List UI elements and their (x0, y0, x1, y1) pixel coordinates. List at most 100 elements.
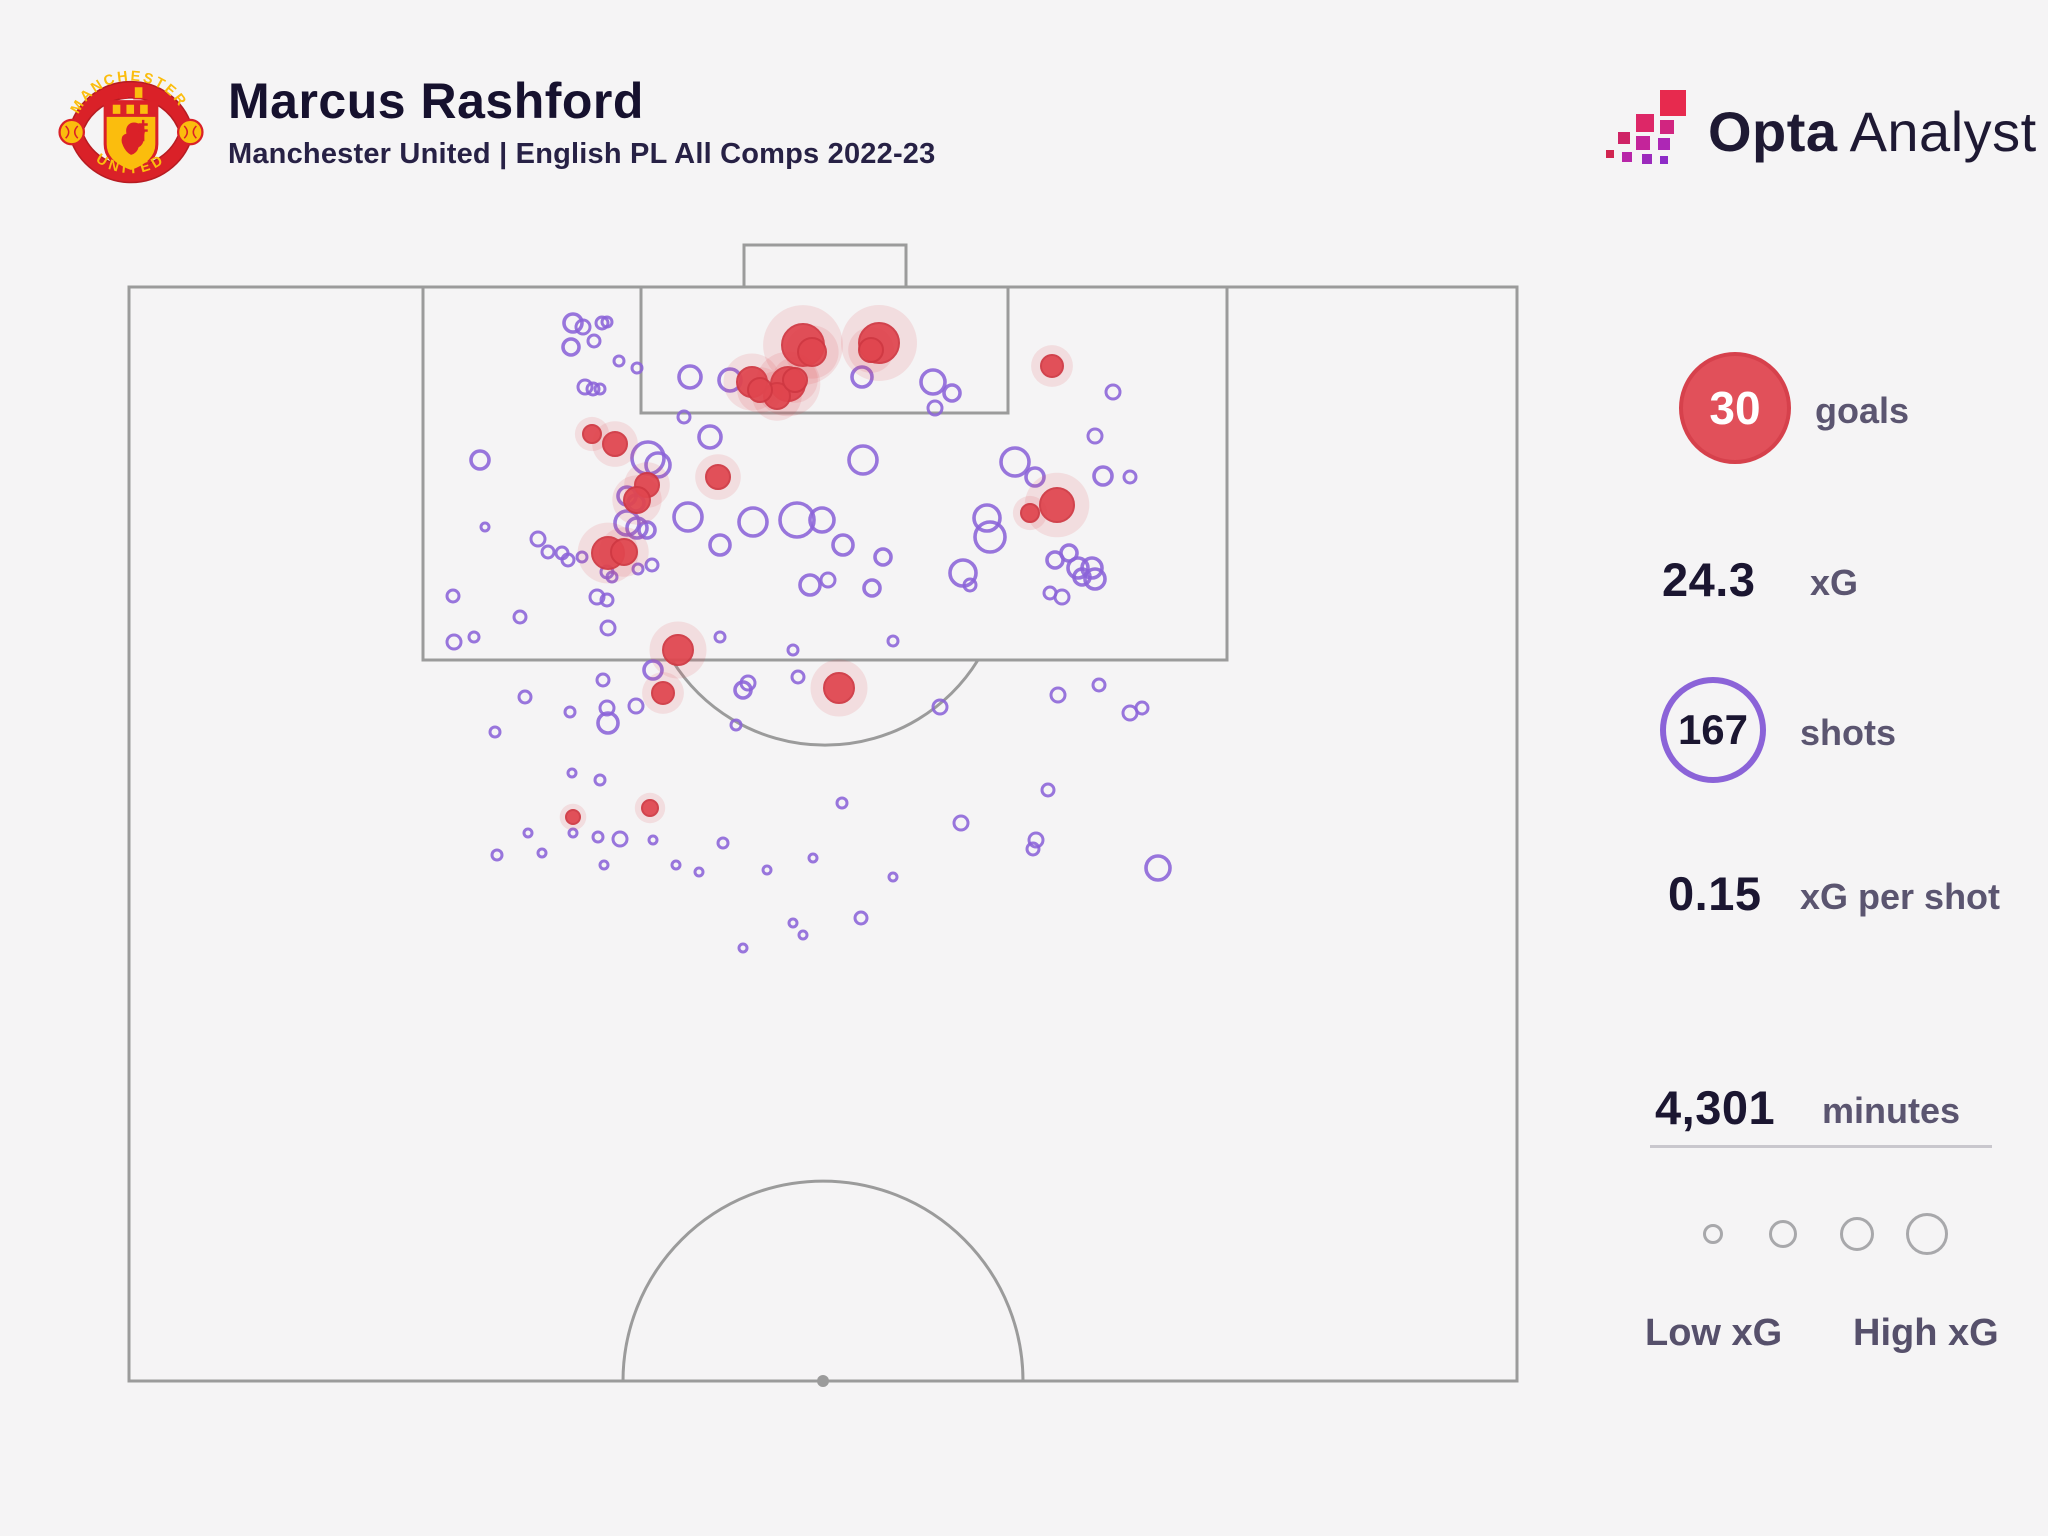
legend-divider (1650, 1145, 1992, 1148)
shot-dot (1042, 585, 1058, 601)
shot-dot (598, 699, 616, 717)
shot-dot (942, 383, 962, 403)
shot-dot (1122, 469, 1138, 485)
shot-dot (1083, 567, 1107, 591)
shot-dot (644, 557, 660, 573)
shot-dot (586, 333, 602, 349)
xg-value: 24.3 (1662, 553, 1756, 606)
shot-dot (591, 830, 605, 844)
shot-dot (593, 382, 607, 396)
shot-dot (479, 521, 491, 533)
shot-dot (445, 588, 461, 604)
shot-dot (598, 859, 610, 871)
shot-dot (790, 669, 806, 685)
shot-dot (540, 544, 556, 560)
shot-dot (1086, 427, 1104, 445)
shot-dot (787, 917, 799, 929)
shot-dot (786, 643, 800, 657)
shot-dot (536, 847, 548, 859)
shot-dot (605, 570, 619, 584)
legend-size-circle (1703, 1224, 1723, 1244)
shot-dot (529, 530, 547, 548)
shot-dot (599, 619, 617, 637)
brand-word-opta: Opta (1708, 99, 1838, 163)
brand-word-analyst: Analyst (1849, 99, 2037, 163)
xg-per-shot-label: xG per shot (1800, 876, 2001, 917)
shots-label: shots (1800, 712, 1897, 753)
shot-dot (563, 705, 577, 719)
xg-per-shot-value: 0.15 (1668, 867, 1762, 920)
shot-dot (835, 796, 849, 810)
shot-dot (862, 578, 882, 598)
shot-dot (522, 827, 534, 839)
shot-dot (708, 533, 732, 557)
legend-low-label: Low xG (1645, 1312, 1783, 1354)
shot-dot (644, 451, 672, 479)
shot-dot (847, 444, 879, 476)
goal-dot (823, 672, 855, 704)
shot-dot (575, 550, 589, 564)
shot-dot (630, 361, 644, 375)
shot-dot (797, 929, 809, 941)
shot-dot (729, 718, 743, 732)
shot-dot (1025, 841, 1041, 857)
shot-dot (737, 506, 769, 538)
shot-dot (567, 827, 579, 839)
goal-dot (1040, 354, 1064, 378)
shot-dot (1049, 686, 1067, 704)
shot-dot (1104, 383, 1122, 401)
shots-badge: 167 (1660, 677, 1766, 783)
shot-dot (574, 318, 592, 336)
shot-dot (445, 633, 463, 651)
shot-dot (627, 697, 645, 715)
shot-dot (1091, 677, 1107, 693)
shot-dot (562, 312, 584, 334)
shot-dot (952, 814, 970, 832)
shot-dot (999, 446, 1031, 478)
page-title: Marcus Rashford (228, 73, 644, 129)
goal-dot (858, 337, 884, 363)
minutes-label: minutes (1822, 1090, 1961, 1131)
legend-size-circle (1906, 1213, 1948, 1255)
goal-dot (623, 486, 651, 514)
legend-size-circle (1769, 1220, 1797, 1248)
shot-dot (973, 520, 1007, 554)
shot-dot (677, 364, 703, 390)
shot-dot (1066, 556, 1090, 580)
shot-dot (693, 866, 705, 878)
shot-dot (919, 368, 947, 396)
goals-label: goals (1815, 390, 1910, 431)
shot-dot (599, 592, 615, 608)
shot-dot (739, 674, 757, 692)
shot-dot (642, 659, 664, 681)
shot-dot (576, 378, 594, 396)
opta-logo-text: Opta Analyst (1708, 99, 2037, 164)
manchester-united-crest: MANCHESTER UNITED (55, 50, 207, 202)
shot-dot (670, 859, 682, 871)
shot-dot (1144, 854, 1172, 882)
opta-logo-icon (1606, 90, 1686, 164)
shot-dot (807, 852, 819, 864)
goal-dot (651, 681, 675, 705)
goal-dot (747, 377, 773, 403)
shot-dot (926, 399, 944, 417)
shot-dot (697, 424, 723, 450)
shot-dot (637, 520, 657, 540)
shot-dot (1072, 567, 1092, 587)
shot-dot (972, 503, 1002, 533)
shot-dot (808, 506, 836, 534)
goal-dot (797, 337, 827, 367)
shot-dot (676, 409, 692, 425)
goal-dot (1039, 487, 1075, 523)
goal-dot (662, 634, 694, 666)
shot-dot (1045, 550, 1065, 570)
shot-dot (931, 698, 949, 716)
goal-dot (582, 424, 602, 444)
goal-dot (602, 431, 628, 457)
shot-dot (561, 337, 581, 357)
shot-dot (819, 571, 837, 589)
shot-dot (798, 573, 822, 597)
shot-dot (560, 552, 576, 568)
opta-analyst-logo: Opta Analyst (1604, 88, 2037, 174)
